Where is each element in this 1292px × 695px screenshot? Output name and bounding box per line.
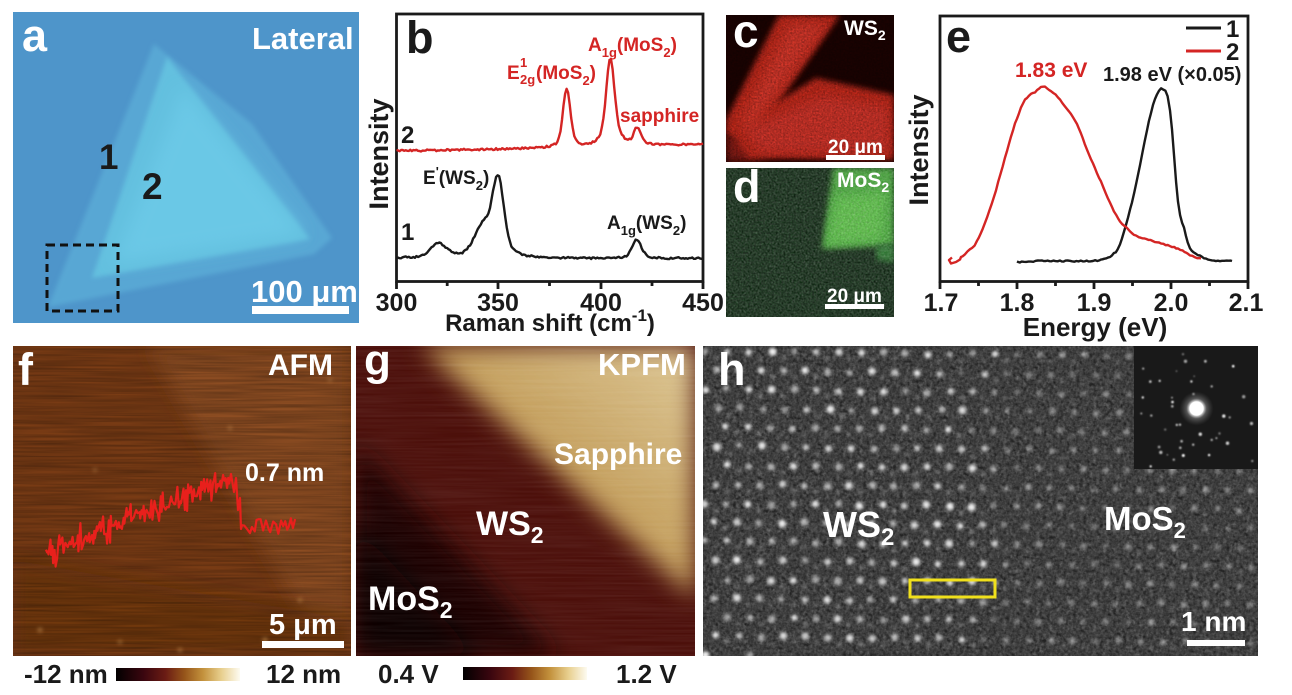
svg-text:0.4 V: 0.4 V [378,659,439,689]
svg-text:2: 2 [401,122,414,149]
svg-text:1.9: 1.9 [1077,289,1112,317]
svg-text:a: a [22,10,48,61]
svg-text:sapphire: sapphire [620,106,699,127]
svg-text:MoS2: MoS2 [368,580,453,623]
svg-text:MoS2: MoS2 [837,169,889,195]
svg-text:2: 2 [1226,39,1239,66]
svg-text:100 μm: 100 μm [251,274,358,309]
svg-text:KPFM: KPFM [598,347,686,382]
svg-text:e: e [946,11,971,62]
svg-text:0.7 nm: 0.7 nm [245,459,324,487]
svg-text:Intensity: Intensity [364,98,394,209]
svg-text:AFM: AFM [268,349,333,382]
svg-text:Sapphire: Sapphire [554,438,682,471]
svg-text:g: g [364,336,391,385]
svg-text:12 nm: 12 nm [266,659,341,689]
svg-text:c: c [733,5,759,57]
svg-text:1.98 eV (×0.05): 1.98 eV (×0.05) [1103,64,1241,86]
svg-text:f: f [18,344,34,395]
svg-text:400: 400 [580,289,622,317]
svg-text:A1g(WS2): A1g(WS2) [607,213,686,238]
svg-text:A1g(MoS2): A1g(MoS2) [588,35,677,60]
svg-text:Raman shift (cm-1): Raman shift (cm-1) [445,306,655,337]
svg-text:20 μm: 20 μm [828,137,883,158]
svg-text:20 μm: 20 μm [827,286,882,307]
svg-text:1.2 V: 1.2 V [616,659,677,689]
svg-text:E'(WS2): E'(WS2) [423,164,489,193]
svg-text:2: 2 [142,166,163,207]
svg-text:-12 nm: -12 nm [24,659,108,689]
svg-text:b: b [406,12,434,63]
svg-text:2.0: 2.0 [1154,289,1189,317]
svg-text:1.8: 1.8 [1000,289,1035,317]
svg-text:d: d [733,161,761,212]
svg-text:1.83 eV: 1.83 eV [1015,59,1087,82]
svg-text:Intensity: Intensity [904,94,934,205]
svg-text:h: h [718,344,746,395]
svg-text:350: 350 [477,289,519,317]
svg-text:5 μm: 5 μm [269,609,337,641]
svg-text:1: 1 [401,219,414,246]
svg-text:300: 300 [376,289,418,317]
svg-text:1.7: 1.7 [924,289,959,317]
svg-text:1: 1 [1226,16,1239,43]
svg-text:1: 1 [99,138,118,177]
svg-text:1 nm: 1 nm [1181,606,1246,637]
svg-text:Lateral: Lateral [252,21,354,56]
svg-text:450: 450 [682,289,724,317]
svg-text:2.1: 2.1 [1229,289,1264,317]
svg-text:MoS2: MoS2 [1104,500,1186,543]
svg-text:Energy (eV): Energy (eV) [1023,312,1168,342]
